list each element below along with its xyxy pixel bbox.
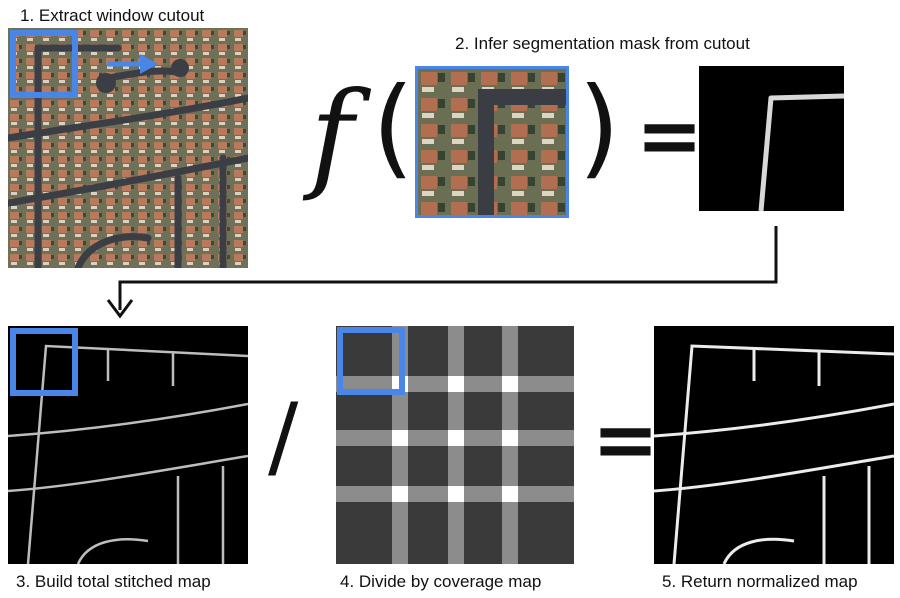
- equals-sign-bottom: =: [592, 393, 660, 486]
- window-highlight-box: [10, 328, 78, 396]
- step1-caption: 1. Extract window cutout: [20, 6, 205, 25]
- step4-caption: 4. Divide by coverage map: [340, 572, 542, 591]
- window-cutout-box: [10, 30, 78, 98]
- step5-caption: 5. Return normalized map: [662, 572, 858, 591]
- coverage-map: [336, 326, 574, 564]
- stitched-map: [8, 326, 248, 564]
- step3-caption: 3. Build total stitched map: [16, 572, 211, 591]
- equals-sign-top: =: [636, 89, 704, 182]
- aerial-image: [8, 28, 248, 268]
- arrow-right-icon: [108, 54, 158, 74]
- arrow-down-icon: [106, 299, 134, 319]
- segmentation-mask: [699, 66, 844, 211]
- divide-symbol: /: [268, 384, 299, 489]
- step2-caption: 2. Infer segmentation mask from cutout: [455, 34, 750, 53]
- coverage-window-box: [337, 327, 405, 395]
- window-cutout-image: [415, 66, 569, 218]
- open-paren: (: [372, 65, 415, 190]
- close-paren: ): [578, 65, 621, 190]
- normalized-map: [654, 326, 894, 564]
- function-symbol: f: [310, 66, 354, 204]
